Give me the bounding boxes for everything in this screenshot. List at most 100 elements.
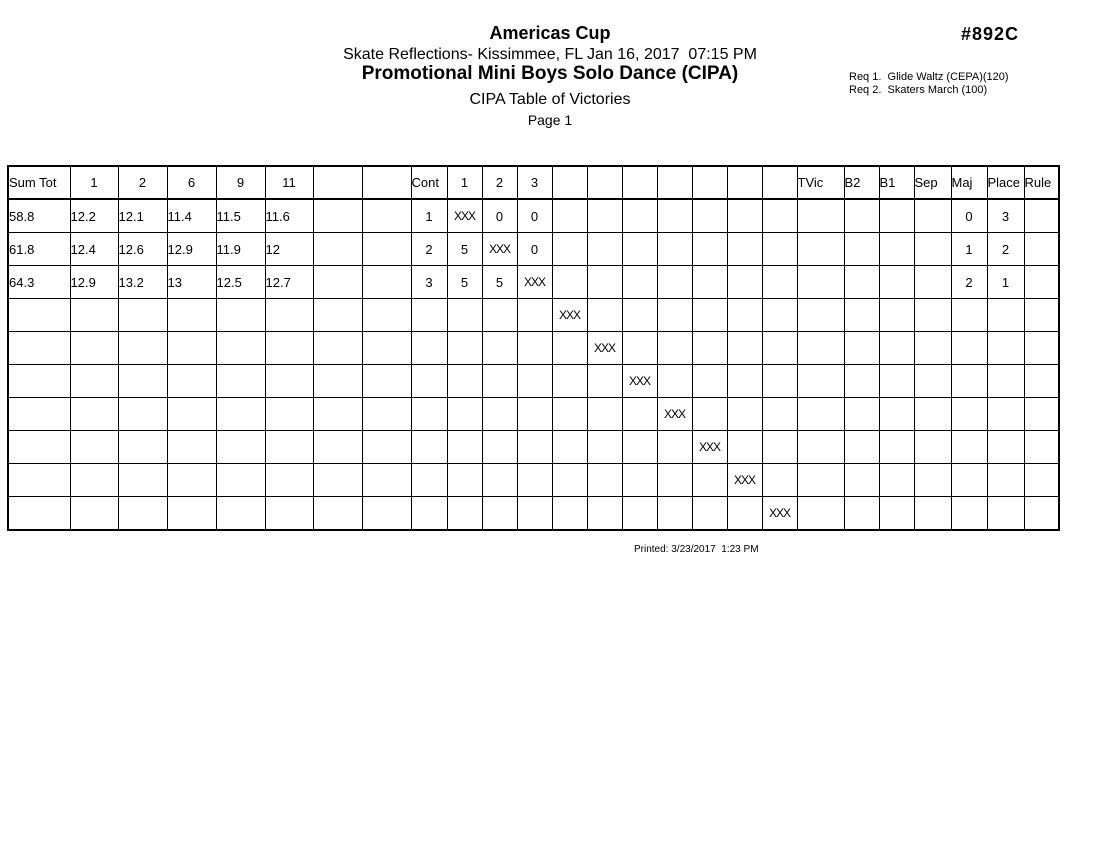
table-cell: 13	[166, 265, 217, 299]
table-cell	[481, 463, 518, 497]
table-cell	[551, 463, 588, 497]
column-header-blank-12	[551, 165, 588, 200]
table-cell	[586, 198, 623, 233]
column-header-b2: B2	[843, 165, 880, 200]
table-cell	[361, 364, 412, 398]
table-cell	[361, 331, 412, 365]
table-cell	[796, 331, 845, 365]
table-cell	[410, 496, 448, 531]
table-cell	[312, 298, 363, 332]
table-cell	[312, 331, 363, 365]
table-cell: 13.2	[117, 265, 168, 299]
table-cell	[691, 364, 728, 398]
table-cell	[796, 364, 845, 398]
table-cell: 3	[986, 198, 1025, 233]
table-cell	[878, 232, 915, 266]
table-cell	[1023, 496, 1060, 531]
table-cell	[586, 496, 623, 531]
table-cell	[264, 364, 314, 398]
table-cell	[796, 232, 845, 266]
table-cell: 12	[264, 232, 314, 266]
table-cell: 61.8	[7, 232, 71, 266]
table-cell	[878, 265, 915, 299]
table-cell	[1023, 364, 1060, 398]
table-cell	[69, 364, 119, 398]
table-cell	[843, 298, 880, 332]
table-cell	[215, 364, 266, 398]
table-cell	[312, 430, 363, 464]
table-header-row: Sum Tot 1 2 6 9 11 Cont 1 2 3 TVic B2 B1 Sep Maj Place R…	[7, 165, 1060, 200]
table-cell	[843, 331, 880, 365]
table-cell	[215, 463, 266, 497]
table-cell	[796, 463, 845, 497]
table-cell	[878, 430, 915, 464]
table-cell	[913, 232, 952, 266]
table-cell	[761, 331, 798, 365]
requirements-block: Req 1. Glide Waltz (CEPA)(120) Req 2. Sk…	[849, 71, 1009, 97]
table-cell	[761, 364, 798, 398]
table-cell	[446, 496, 483, 531]
table-cell	[361, 430, 412, 464]
table-cell	[446, 298, 483, 332]
table-cell	[264, 463, 314, 497]
table-cell	[761, 232, 798, 266]
table-cell	[586, 232, 623, 266]
table-cell	[986, 430, 1025, 464]
table-cell	[1023, 298, 1060, 332]
table-cell	[586, 430, 623, 464]
table-cell	[551, 198, 588, 233]
table-cell	[117, 496, 168, 531]
table-cell	[481, 331, 518, 365]
table-cell	[950, 298, 988, 332]
table-cell	[1023, 463, 1060, 497]
table-cell	[878, 331, 915, 365]
table-cell	[796, 198, 845, 233]
column-header-9: 9	[215, 165, 266, 200]
table-cell	[656, 496, 693, 531]
table-cell	[516, 430, 553, 464]
table-cell	[446, 364, 483, 398]
column-header-11: 11	[264, 165, 314, 200]
table-cell	[410, 397, 448, 431]
table-cell: 12.2	[69, 198, 119, 233]
table-row-3: 64.3 12.9 13.2 13 12.5 12.7 3 5 5 XXX 2 1	[7, 265, 1060, 299]
table-cell	[410, 364, 448, 398]
table-cell: XXX	[586, 331, 623, 365]
table-cell	[551, 265, 588, 299]
table-cell	[361, 496, 412, 531]
table-cell	[516, 364, 553, 398]
table-cell	[878, 364, 915, 398]
table-cell	[656, 364, 693, 398]
table-cell	[843, 430, 880, 464]
table-cell	[913, 496, 952, 531]
table-cell	[621, 397, 658, 431]
table-cell	[950, 496, 988, 531]
printed-timestamp: Printed: 3/23/2017 1:23 PM	[634, 544, 759, 555]
table-cell	[950, 430, 988, 464]
table-cell	[913, 198, 952, 233]
table-cell	[843, 463, 880, 497]
table-cell	[621, 265, 658, 299]
table-cell	[312, 397, 363, 431]
table-cell	[312, 463, 363, 497]
table-cell	[1023, 265, 1060, 299]
table-cell: 58.8	[7, 198, 71, 233]
table-cell	[446, 463, 483, 497]
venue-date-line: Skate Reflections- Kissimmee, FL Jan 16,…	[343, 46, 757, 63]
table-cell: 1	[986, 265, 1025, 299]
table-cell	[1023, 397, 1060, 431]
table-cell	[621, 463, 658, 497]
table-row-8: XXX	[7, 430, 1060, 464]
table-cell	[843, 496, 880, 531]
table-cell	[761, 198, 798, 233]
table-cell	[950, 364, 988, 398]
table-cell	[761, 265, 798, 299]
table-cell: 11.5	[215, 198, 266, 233]
table-cell	[761, 298, 798, 332]
table-cell	[986, 496, 1025, 531]
table-cell	[761, 397, 798, 431]
table-cell: 2	[986, 232, 1025, 266]
table-row-10: XXX	[7, 496, 1060, 531]
column-header-3: 3	[516, 165, 553, 200]
table-cell	[551, 397, 588, 431]
